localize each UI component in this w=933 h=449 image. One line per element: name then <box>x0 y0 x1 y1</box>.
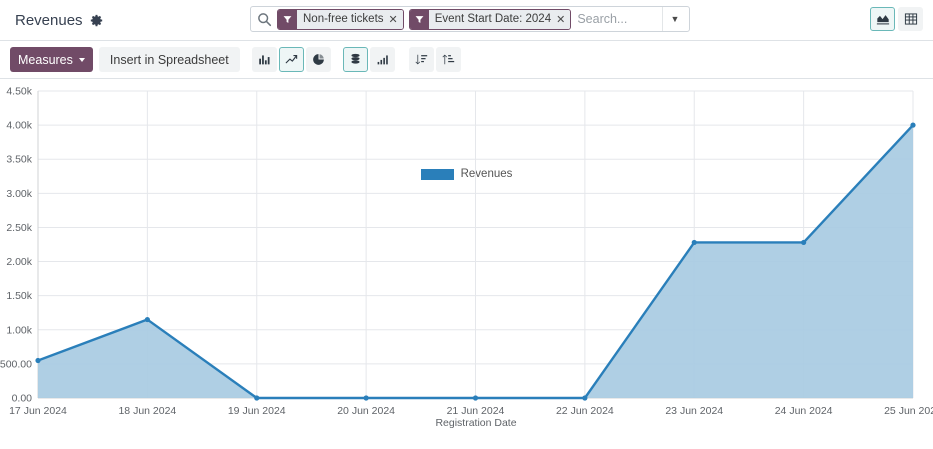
chart-type-group <box>251 47 331 72</box>
data-point[interactable] <box>144 316 150 323</box>
y-axis-tick-label: 0.00 <box>12 393 33 405</box>
x-axis-tick-label: 20 Jun 2024 <box>337 405 395 417</box>
y-axis-tick-label: 4.50k <box>6 86 32 98</box>
sort-amount-asc-icon <box>442 53 455 66</box>
pie-chart-icon <box>312 53 325 66</box>
data-point[interactable] <box>582 395 588 401</box>
graph-view-button[interactable] <box>870 7 895 31</box>
pivot-view-button[interactable] <box>898 7 923 31</box>
search-input[interactable] <box>571 12 662 26</box>
table-grid-icon <box>904 12 918 26</box>
x-axis-tick-label: 22 Jun 2024 <box>556 405 614 417</box>
line-chart-icon <box>285 53 298 66</box>
y-axis-tick-label: 2.00k <box>6 256 32 268</box>
stack-mode-group <box>342 47 395 72</box>
caret-down-icon <box>78 57 85 62</box>
y-axis-tick-label: 2.50k <box>6 222 32 234</box>
search-icon <box>257 12 272 27</box>
sort-amount-desc-icon <box>415 53 428 66</box>
graph-renderer: Revenues 0.00 500.00 1.00k 1.50k 2.00k 2.50k 3… <box>0 79 933 449</box>
area-fill-revenues <box>38 125 913 399</box>
chart-y-axis: 0.00 500.00 1.00k 1.50k 2.00k 2.50k 3.00k 3.50k… <box>0 86 33 405</box>
cumulative-button[interactable] <box>369 47 395 72</box>
data-point[interactable] <box>691 239 697 246</box>
data-point[interactable] <box>254 395 260 401</box>
measures-button[interactable]: Measures <box>10 47 93 72</box>
data-point[interactable] <box>910 122 916 128</box>
search-facets: Non-free tickets ✕ Event Start Date: 202… <box>277 8 572 30</box>
data-point[interactable] <box>472 395 479 401</box>
line-chart-button[interactable] <box>278 47 304 72</box>
sort-descending-button[interactable] <box>408 47 434 72</box>
x-axis-tick-label: 17 Jun 2024 <box>9 405 67 417</box>
x-axis-tick-label: 21 Jun 2024 <box>447 405 505 417</box>
y-axis-tick-label: 4.00k <box>6 120 32 132</box>
ascending-bars-icon <box>376 53 389 66</box>
measures-label: Measures <box>18 52 73 67</box>
x-axis-title: Registration Date <box>435 417 516 429</box>
area-chart-icon <box>876 12 890 26</box>
insert-in-spreadsheet-button[interactable]: Insert in Spreadsheet <box>98 47 240 72</box>
x-axis-tick-label: 23 Jun 2024 <box>665 405 723 417</box>
sort-group <box>408 47 461 72</box>
search-facet-non-free-tickets[interactable]: Non-free tickets ✕ <box>277 8 404 30</box>
search-facet-label: Event Start Date: 2024 <box>428 9 556 29</box>
x-axis-tick-label: 25 Jun 2024 <box>884 405 933 417</box>
data-point[interactable] <box>801 239 807 246</box>
y-axis-tick-label: 3.50k <box>6 154 32 166</box>
x-axis-tick-label: 19 Jun 2024 <box>228 405 286 417</box>
revenues-area-chart[interactable]: 0.00 500.00 1.00k 1.50k 2.00k 2.50k 3.00k 3.50k… <box>0 79 933 449</box>
bar-chart-button[interactable] <box>251 47 277 72</box>
sort-ascending-button[interactable] <box>435 47 461 72</box>
control-panel: Revenues Non-free tickets <box>0 0 933 41</box>
search-facet-label: Non-free tickets <box>297 9 388 29</box>
breadcrumb: Revenues <box>10 12 103 29</box>
search-view[interactable]: Non-free tickets ✕ Event Start Date: 202… <box>250 6 690 32</box>
search-dropdown-toggle[interactable]: ▼ <box>662 7 687 31</box>
graph-toolbar: Measures Insert in Spreadsheet <box>0 41 933 79</box>
page-title: Revenues <box>15 11 83 29</box>
stacked-layers-icon <box>349 53 362 66</box>
chart-x-axis: 17 Jun 2024 18 Jun 2024 19 Jun 2024 20 Jun … <box>9 405 933 417</box>
bar-chart-icon <box>258 53 271 66</box>
data-point[interactable] <box>35 357 41 364</box>
x-axis-tick-label: 24 Jun 2024 <box>775 405 833 417</box>
filter-funnel-icon <box>278 9 297 29</box>
stacked-button[interactable] <box>342 47 368 72</box>
close-icon[interactable]: ✕ <box>387 9 403 29</box>
chart-legend: Revenues <box>0 168 933 180</box>
data-point[interactable] <box>363 395 369 401</box>
close-icon[interactable]: ✕ <box>555 9 571 29</box>
legend-label-revenues: Revenues <box>460 168 513 180</box>
gear-icon[interactable] <box>90 14 103 27</box>
x-axis-tick-label: 18 Jun 2024 <box>118 405 176 417</box>
search-facet-event-start-date[interactable]: Event Start Date: 2024 ✕ <box>408 8 572 30</box>
y-axis-tick-label: 500.00 <box>0 358 32 370</box>
y-axis-tick-label: 1.50k <box>6 290 32 302</box>
filter-funnel-icon <box>409 9 429 29</box>
view-switcher <box>870 7 923 31</box>
legend-swatch-revenues[interactable] <box>420 168 454 180</box>
chart-series-revenues <box>35 122 916 401</box>
y-axis-tick-label: 1.00k <box>6 324 32 336</box>
pie-chart-button[interactable] <box>305 47 331 72</box>
y-axis-tick-label: 3.00k <box>6 188 32 200</box>
